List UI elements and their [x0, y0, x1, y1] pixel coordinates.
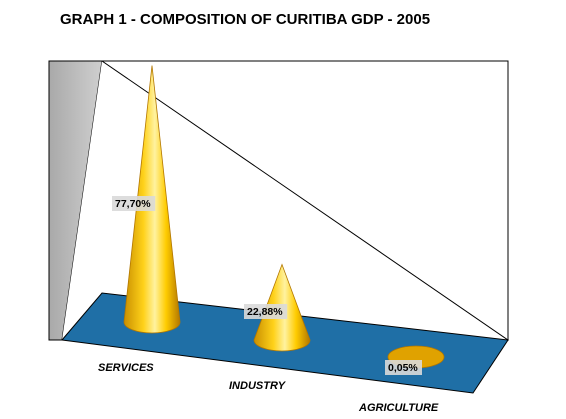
data-label-box [112, 196, 156, 211]
data-label: 22,88% [247, 306, 283, 318]
data-label-box [244, 304, 288, 319]
data-label-box [385, 360, 422, 375]
back-wall-frame [100, 60, 509, 341]
data-label: 77,70% [115, 198, 151, 210]
category-label: SERVICES [98, 362, 154, 374]
chart-title: GRAPH 1 - COMPOSITION OF CURITIBA GDP - … [60, 11, 430, 28]
data-label: 0,05% [388, 362, 418, 374]
category-label: AGRICULTURE [358, 402, 439, 414]
category-label: INDUSTRY [229, 380, 287, 392]
cones: 77,70% 22,88% 0,05% [112, 65, 445, 375]
